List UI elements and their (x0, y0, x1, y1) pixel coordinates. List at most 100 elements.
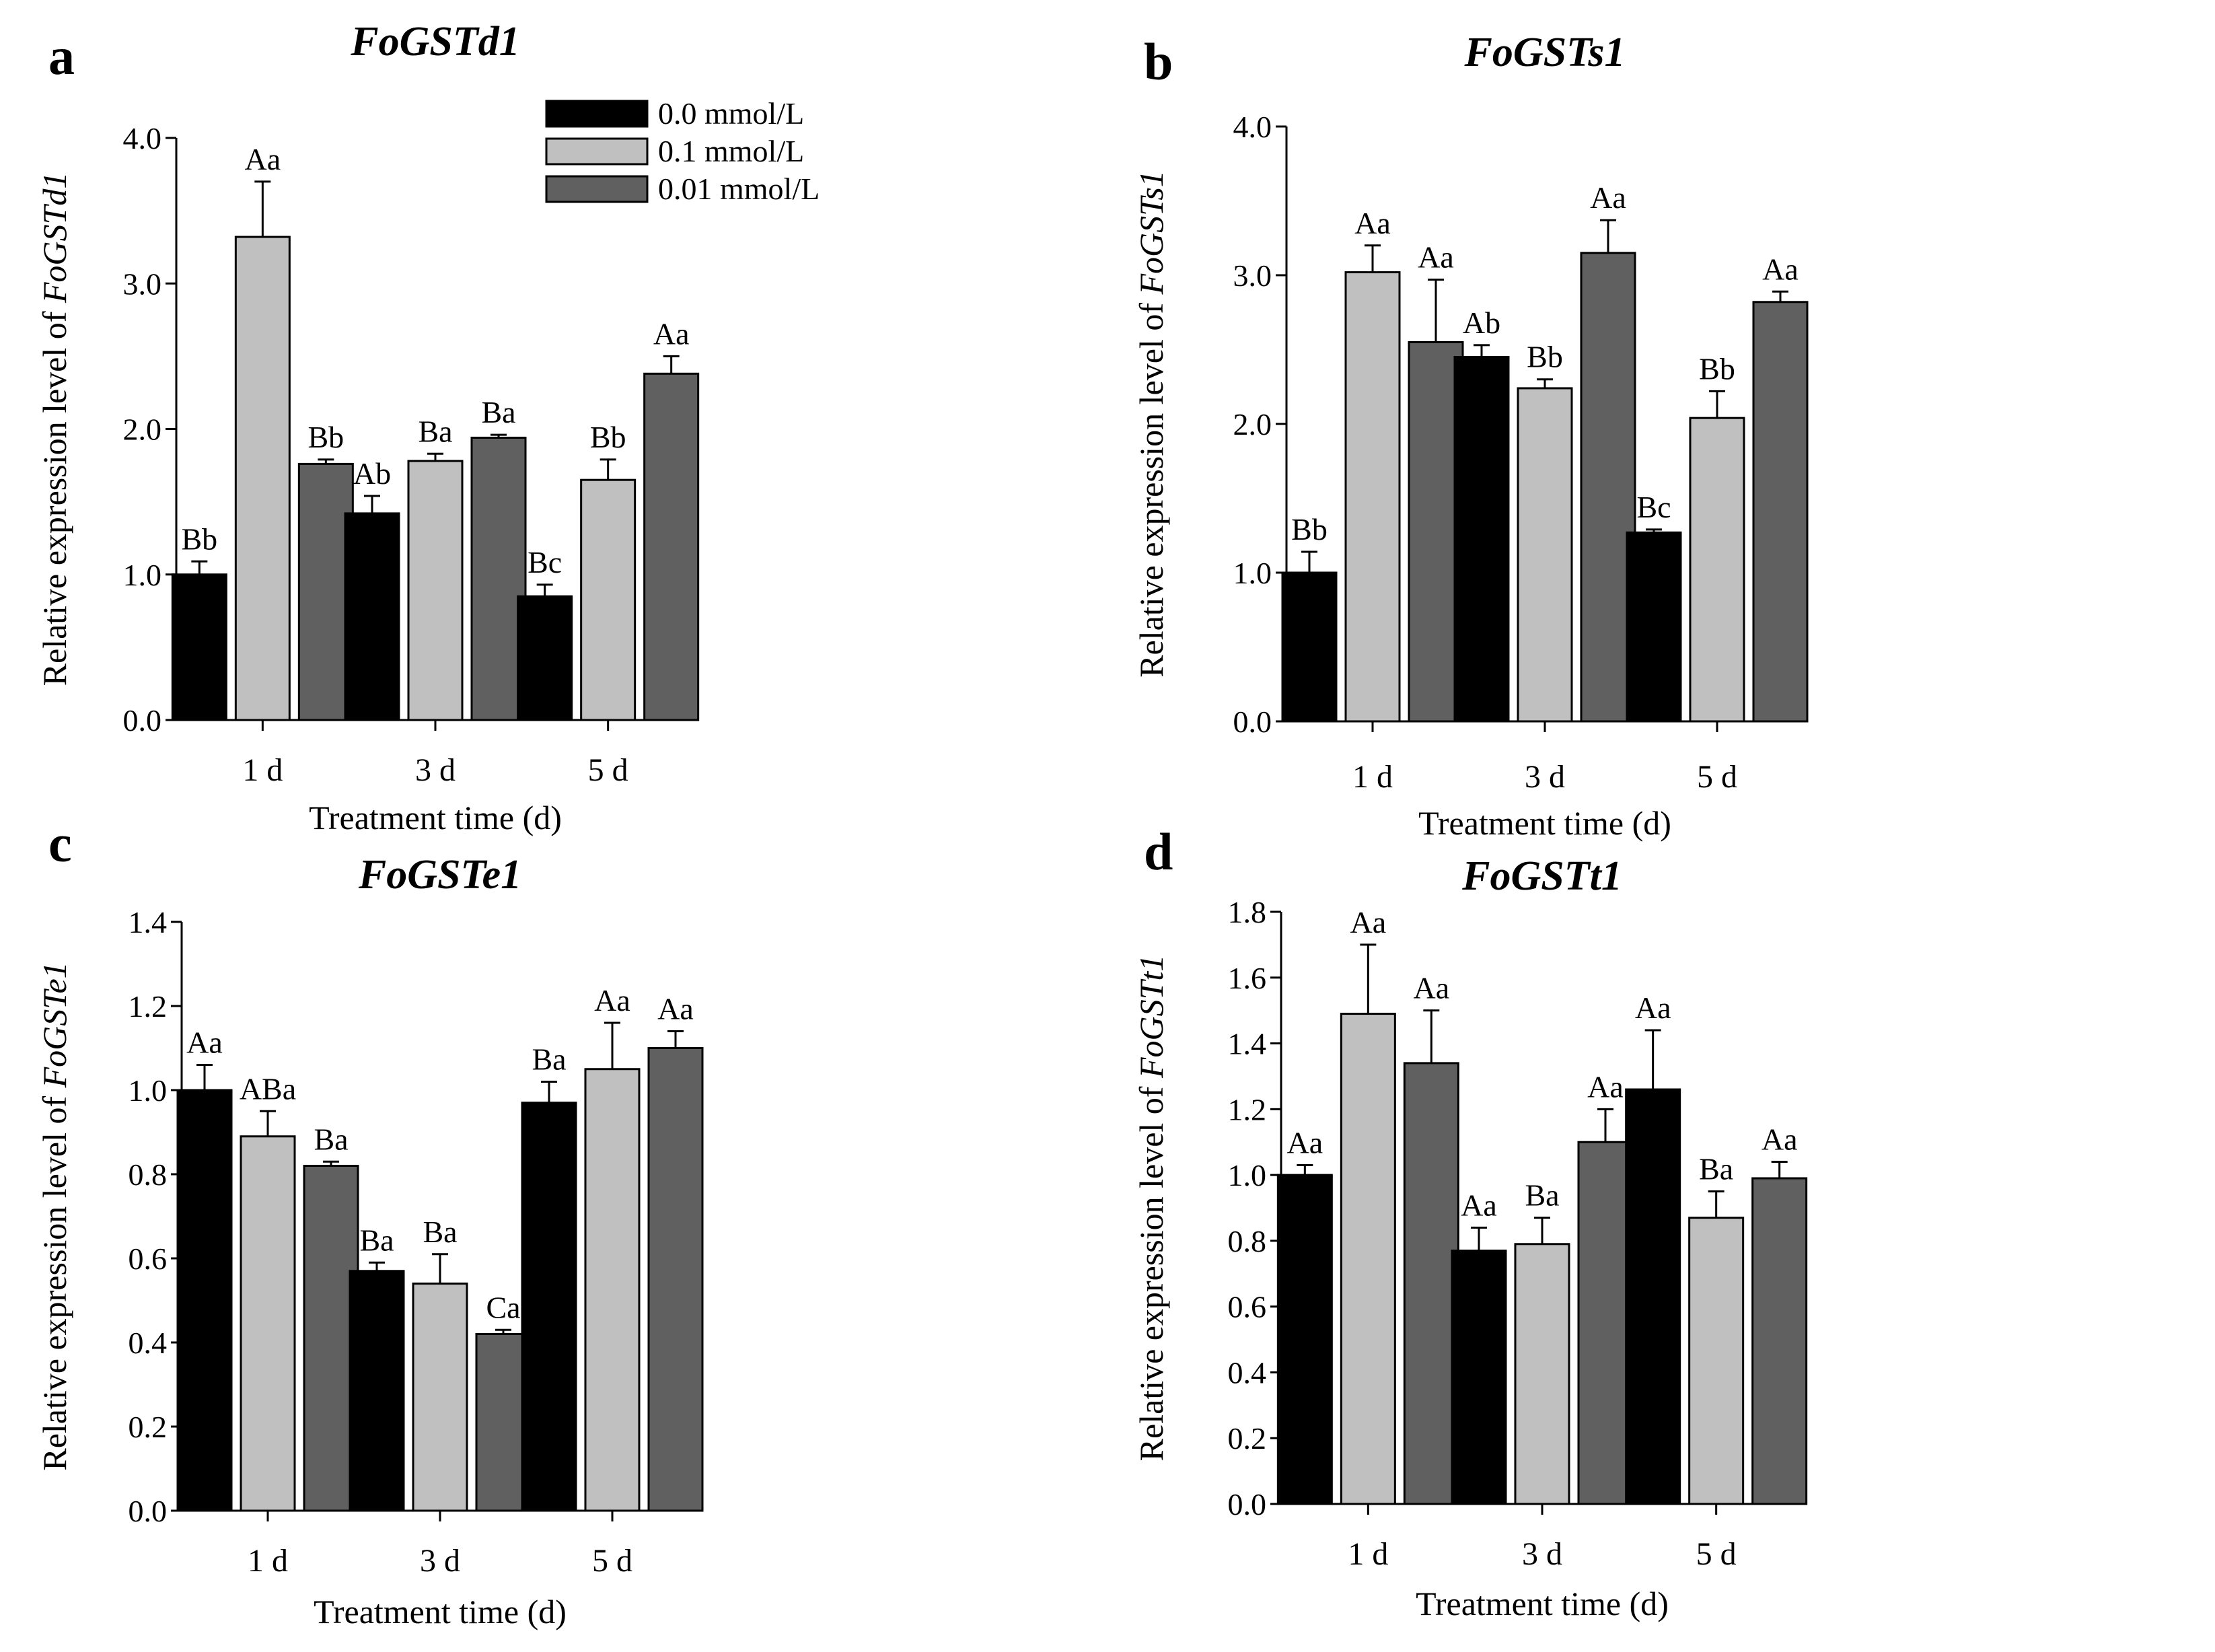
x-tick-label: 1 d (1348, 1536, 1388, 1572)
panel-letter: b (1144, 32, 1173, 91)
y-tick-label: 2.0 (123, 412, 162, 447)
data-label: Aa (1418, 240, 1454, 275)
x-tick-label: 5 d (588, 752, 628, 788)
bar (1577, 1141, 1634, 1505)
y-tick-label: 0.2 (1228, 1421, 1267, 1456)
data-label: Ba (481, 395, 515, 429)
y-tick-label: 0.4 (129, 1326, 168, 1360)
y-tick-label: 2.0 (1233, 407, 1272, 441)
y-tick-label: 0.0 (123, 703, 162, 738)
bar (407, 460, 464, 721)
panel-letter: c (48, 814, 72, 873)
data-label: Aa (1287, 1125, 1323, 1159)
bar (1281, 571, 1338, 723)
legend-item: 0.01 mmol/L (545, 172, 820, 206)
legend: 0.0 mmol/L0.1 mmol/L 0.01 mmol/L (545, 96, 820, 206)
data-label: Aa (1590, 180, 1626, 215)
bar (643, 372, 700, 721)
chart-title: FoGSTd1 (350, 19, 519, 65)
panel-letter: d (1144, 822, 1173, 881)
data-label: Ba (423, 1215, 457, 1249)
data-label: Ba (314, 1122, 348, 1156)
bar (584, 1068, 641, 1512)
bar (517, 595, 573, 721)
bar (1752, 301, 1809, 723)
y-tick-label: 0.6 (129, 1242, 168, 1276)
chart-title: FoGSTt1 (1461, 853, 1622, 899)
legend-label: 0.1 mmol/L (658, 134, 804, 168)
x-tick-label: 1 d (1352, 759, 1393, 795)
bar (344, 512, 400, 721)
y-tick-label: 0.8 (129, 1157, 168, 1192)
x-axis-label: Treatment time (d) (1416, 1585, 1669, 1622)
y-tick-label: 4.0 (1233, 110, 1272, 144)
legend-item: 0.1 mmol/L (545, 134, 804, 168)
panel-a: a FoGSTd1 0.0 1.0 2.0 3.0 4.0 Relative expressi… (36, 19, 700, 836)
legend-swatch (545, 175, 649, 203)
data-label: Aa (1635, 991, 1671, 1025)
bar (1514, 1243, 1570, 1505)
bar (1626, 531, 1682, 723)
y-tick-label: 0.2 (129, 1410, 168, 1444)
panel-letter: a (48, 27, 75, 85)
data-label: Ca (486, 1290, 520, 1324)
data-label: Bb (590, 420, 626, 454)
bar (349, 1270, 405, 1512)
data-label: Bb (1291, 512, 1328, 546)
data-label: Aa (1354, 206, 1391, 240)
data-label: Ab (1463, 306, 1500, 340)
y-tick-label: 4.0 (123, 121, 162, 155)
data-label: Aa (1350, 905, 1387, 939)
data-label: ABa (240, 1071, 296, 1106)
x-tick-label: 5 d (1696, 1536, 1737, 1572)
bar (412, 1283, 468, 1512)
y-tick-label: 1.6 (1228, 961, 1267, 995)
bar (1688, 1217, 1745, 1505)
bar (470, 436, 527, 721)
y-axis-label: Relative expression level of FoGSTs1 (1132, 170, 1170, 678)
bar (1276, 1174, 1333, 1505)
legend-item: 0.0 mmol/L (545, 96, 804, 131)
panels: a FoGSTd1 0.0 1.0 2.0 3.0 4.0 Relative expressi… (36, 19, 1809, 1630)
legend-label: 0.01 mmol/L (658, 172, 820, 206)
bar (1451, 1250, 1507, 1505)
y-axis-label: Relative expression level of FoGSTt1 (1132, 955, 1170, 1462)
data-label: Aa (245, 142, 281, 176)
y-tick-label: 1.0 (123, 558, 162, 592)
y-tick-label: 0.8 (1228, 1224, 1267, 1258)
x-tick-label: 1 d (242, 752, 283, 788)
y-axis-label: Relative expression level of FoGSTd1 (36, 172, 73, 686)
x-tick-label: 3 d (1522, 1536, 1562, 1572)
y-axis-label: Relative expression level of FoGSTe1 (36, 962, 73, 1470)
data-label: Ab (353, 456, 391, 491)
bar (1751, 1177, 1808, 1505)
data-label: Bb (307, 420, 344, 454)
x-tick-label: 3 d (420, 1543, 460, 1579)
y-tick-label: 1.4 (1228, 1027, 1267, 1061)
y-tick-label: 0.6 (1228, 1290, 1267, 1324)
bar (240, 1135, 296, 1512)
data-label: Ba (1525, 1178, 1559, 1213)
data-label: Aa (1461, 1188, 1497, 1222)
y-tick-label: 1.2 (129, 989, 168, 1023)
data-label: Aa (594, 983, 630, 1017)
x-tick-label: 1 d (248, 1543, 288, 1579)
bar (521, 1102, 577, 1512)
data-label: Bb (181, 522, 217, 556)
x-axis-label: Treatment time (d) (309, 799, 562, 836)
x-axis-label: Treatment time (d) (1418, 804, 1671, 842)
data-label: Aa (1762, 252, 1799, 286)
bar (234, 236, 291, 721)
x-tick-label: 5 d (1697, 759, 1737, 795)
panel-c: c FoGSTe1 0.0 0.2 0.4 0.6 0.8 1.0 1.2 1.4 Relative… (36, 814, 704, 1630)
bar (1689, 417, 1745, 723)
bar (1340, 1013, 1396, 1505)
bar (647, 1047, 704, 1512)
data-label: Ba (532, 1042, 566, 1077)
data-label: Aa (1762, 1122, 1798, 1157)
data-label: Ba (418, 414, 452, 448)
data-label: Ba (359, 1223, 394, 1257)
y-tick-label: 1.0 (1228, 1158, 1267, 1192)
y-tick-label: 1.0 (129, 1073, 168, 1108)
